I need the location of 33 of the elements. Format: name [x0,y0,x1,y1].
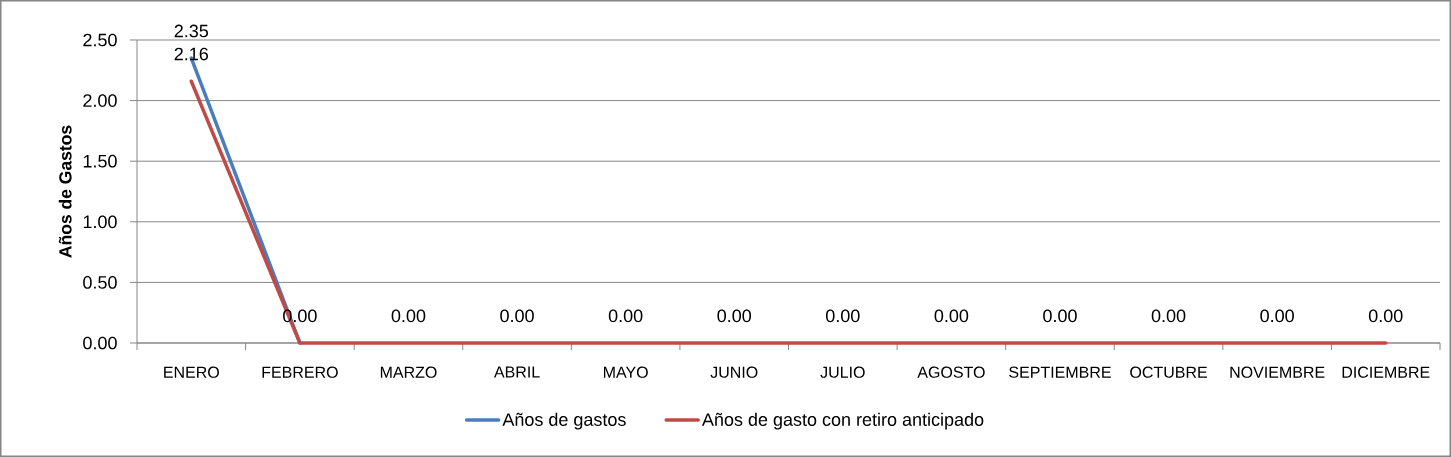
y-tick-label: 0.50 [83,276,117,289]
data-label: 0.00 [1260,309,1294,323]
x-tick-label: AGOSTO [917,366,985,378]
x-tick-label: NOVIEMBRE [1230,366,1325,378]
x-tick-label: JULIO [820,366,865,378]
data-label: 0.00 [1368,309,1403,323]
x-tick-label: ENERO [164,366,219,378]
x-tick-label: MARZO [380,366,437,378]
y-tick-label: 1.50 [83,154,117,168]
data-label: 2.35 [174,24,209,38]
data-label: 0.00 [608,309,643,323]
data-label: 0.00 [1043,309,1077,323]
data-label: 0.00 [391,309,426,323]
x-tick-label: FEBRERO [262,366,338,378]
x-tick-label: DICIEMBRE [1342,366,1430,378]
y-tick-label: 2.50 [83,33,117,47]
y-tick-label: 0.00 [83,336,117,350]
x-tick-label: SEPTIEMBRE [1009,366,1111,378]
data-label: 0.00 [934,309,969,323]
x-tick-label: JUNIO [710,366,758,378]
y-tick-label: 1.00 [83,215,117,229]
x-tick-label: ABRIL [493,366,540,378]
data-label: 0.00 [1151,309,1186,323]
data-label: 0.00 [717,309,752,323]
legend-label: Años de gastos [502,412,626,430]
y-tick-label: 2.00 [83,94,117,107]
legend-label: Años de gasto con retiro anticipado [701,412,984,430]
x-tick-label: OCTUBRE [1130,366,1207,378]
data-label: 0.00 [825,309,860,323]
y-axis-title: Años de Gastos [58,125,72,258]
data-label: 0.00 [500,309,534,323]
x-tick-label: MAYO [603,366,648,378]
data-label: 2.16 [174,47,209,61]
